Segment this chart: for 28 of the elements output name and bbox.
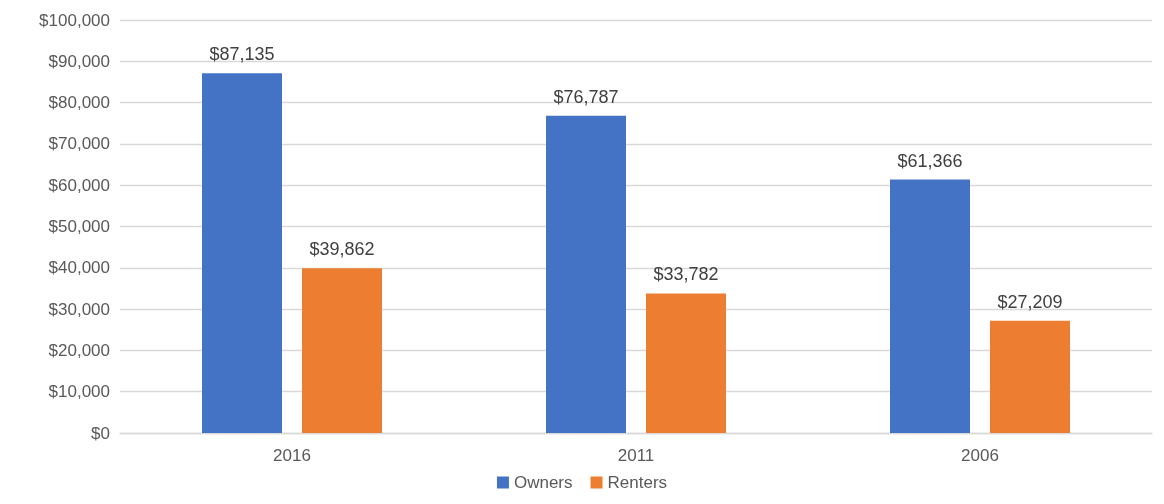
bar	[990, 320, 1070, 433]
y-tick-label: $80,000	[48, 93, 110, 113]
x-tick-label: 2006	[961, 446, 999, 465]
y-tick-label: $30,000	[48, 299, 110, 319]
data-label: $33,782	[653, 264, 719, 285]
y-tick-label: $50,000	[48, 217, 110, 236]
x-tick-label: 2011	[617, 446, 655, 465]
y-tick-label: $10,000	[48, 382, 110, 402]
bar	[646, 293, 726, 433]
y-tick-label: $70,000	[48, 134, 110, 154]
legend-label: Renters	[607, 473, 668, 492]
y-tick-label: $40,000	[48, 258, 110, 278]
data-label: $87,135	[209, 44, 275, 65]
y-tick-label: $60,000	[48, 175, 110, 195]
bar	[890, 179, 970, 433]
data-label: $27,209	[997, 291, 1063, 312]
data-label: $61,366	[897, 150, 963, 171]
y-tick-label: $20,000	[48, 340, 110, 360]
y-tick-label: $90,000	[48, 51, 110, 71]
bar	[546, 115, 626, 433]
data-label: $76,787	[553, 86, 619, 107]
data-label: $39,862	[309, 239, 375, 260]
bar	[302, 268, 382, 433]
x-tick-label: 2016	[273, 446, 311, 465]
bar	[202, 73, 282, 433]
y-tick-label: $100,000	[39, 10, 110, 30]
y-tick-label: $0	[91, 423, 110, 443]
legend-label: Owners	[513, 473, 573, 492]
